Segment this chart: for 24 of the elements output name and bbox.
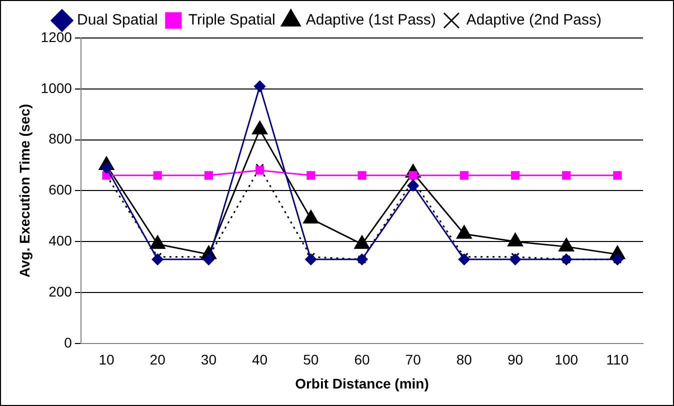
- y-tick-label: 400: [48, 232, 72, 248]
- legend-label: Adaptive (1st Pass): [306, 12, 436, 29]
- x-tick-label: 70: [405, 352, 422, 368]
- y-tick-label: 800: [48, 130, 72, 147]
- y-tick-label: 1000: [40, 80, 72, 96]
- x-axis-title: Orbit Distance (min): [295, 375, 429, 392]
- legend-label: Dual Spatial: [77, 12, 158, 29]
- x-tick-label: 50: [303, 352, 319, 368]
- y-tick-label: 600: [48, 182, 72, 198]
- y-tick-label: 1200: [40, 28, 72, 45]
- legend-label: Triple Spatial: [188, 12, 276, 29]
- y-tick-label: 0: [64, 334, 72, 350]
- x-tick-label: 40: [252, 352, 268, 368]
- x-tick-label: 110: [606, 352, 629, 368]
- x-tick-label: 90: [507, 352, 524, 368]
- x-tick-label: 20: [150, 352, 166, 368]
- x-tick-label: 100: [554, 352, 578, 368]
- x-tick-label: 80: [456, 352, 472, 368]
- legend-label: Adaptive (2nd Pass): [466, 12, 602, 29]
- x-tick-label: 10: [98, 352, 114, 368]
- x-tick-label: 60: [354, 352, 370, 368]
- y-axis-title: Avg. Execution Time (sec): [16, 104, 32, 278]
- y-tick-label: 200: [48, 283, 72, 300]
- x-tick-label: 30: [200, 352, 217, 368]
